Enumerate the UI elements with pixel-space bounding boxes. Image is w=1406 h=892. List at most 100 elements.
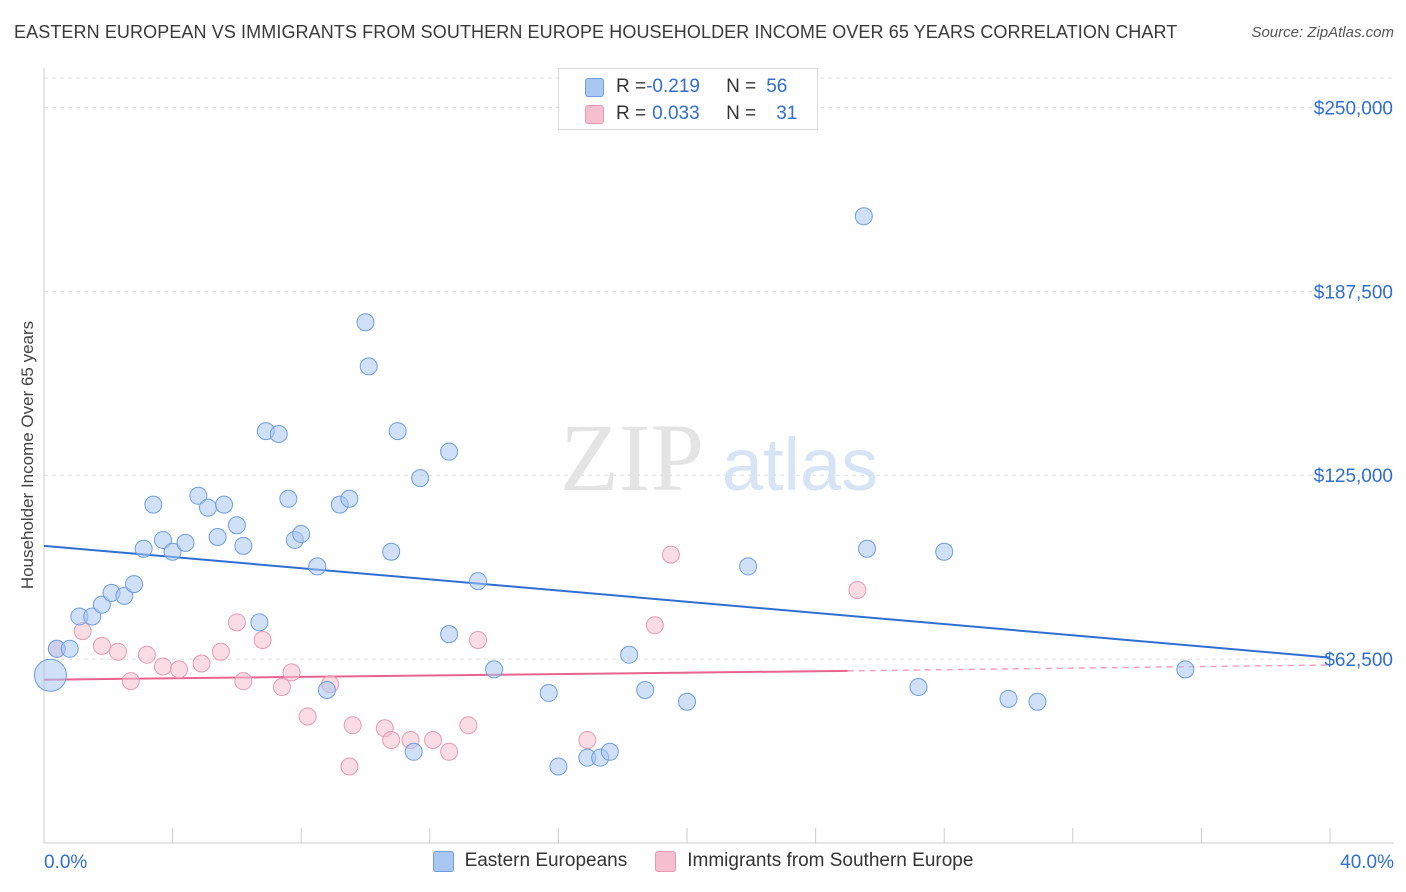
point-eastern-europeans [83, 607, 102, 626]
trend-line-eastern-europeans [43, 544, 1331, 659]
watermark-zip: ZIP [560, 404, 704, 511]
point-eastern-europeans [539, 683, 558, 702]
point-eastern-europeans [1028, 692, 1047, 711]
point-eastern-europeans [600, 742, 619, 761]
point-eastern-europeans [308, 557, 327, 576]
point-southern-europe [578, 731, 597, 750]
point-eastern-europeans [620, 645, 639, 664]
point-southern-europe [661, 545, 680, 564]
point-eastern-europeans [485, 660, 504, 679]
point-southern-europe [153, 657, 172, 676]
point-southern-europe [340, 757, 359, 776]
y-axis-label: Householder Income Over 65 years [18, 320, 37, 590]
point-eastern-europeans [292, 525, 311, 544]
point-eastern-europeans [678, 692, 696, 711]
legend: Eastern Europeans Immigrants from Southe… [0, 850, 1406, 872]
point-eastern-europeans [317, 681, 336, 699]
y-tick-label: $187,500 [1314, 282, 1393, 303]
point-eastern-europeans [858, 539, 877, 558]
point-southern-europe [282, 663, 301, 682]
point-southern-europe [92, 636, 111, 655]
stats-row-southern-europe: R = 0.033 N = 31 [585, 101, 797, 127]
point-eastern-europeans [388, 422, 407, 441]
point-southern-europe [298, 707, 317, 726]
point-southern-europe [469, 630, 488, 649]
axes [43, 68, 1394, 844]
point-southern-europe [121, 672, 140, 691]
y-tick-label: $250,000 [1314, 98, 1393, 119]
watermark: ZIP atlas [560, 404, 878, 511]
point-southern-europe [192, 654, 211, 673]
series-eastern-europeans-points [33, 207, 1195, 776]
point-southern-europe [108, 642, 127, 661]
source-label: Source: ZipAtlas.com [1251, 24, 1394, 41]
r-value: -0.219 [646, 76, 700, 97]
legend-label-southern-europe: Immigrants from Southern Europe [687, 850, 974, 871]
point-southern-europe [234, 672, 253, 691]
point-southern-europe [253, 630, 272, 649]
point-eastern-europeans [440, 625, 459, 644]
legend-swatch-eastern-europeans [432, 850, 454, 872]
point-eastern-europeans [163, 542, 182, 561]
point-eastern-europeans [153, 530, 172, 549]
point-eastern-europeans [739, 557, 758, 576]
y-tick-labels: $62,500 $125,000 $187,500 $250,000 [1314, 98, 1393, 671]
point-eastern-europeans [854, 207, 873, 226]
southern-europe-swatch [585, 104, 604, 124]
point-southern-europe [645, 616, 664, 635]
point-eastern-europeans [92, 595, 111, 614]
x-tick-label-max: 40.0% [1340, 852, 1394, 873]
legend-label-eastern-europeans: Eastern Europeans [464, 850, 628, 871]
legend-swatch-southern-europe [655, 850, 677, 872]
point-eastern-europeans [60, 639, 79, 658]
point-eastern-europeans [935, 542, 954, 561]
point-southern-europe [440, 742, 459, 761]
legend-item-southern-europe[interactable]: Immigrants from Southern Europe [655, 850, 973, 872]
point-eastern-europeans [440, 442, 459, 461]
chart-title: EASTERN EUROPEAN VS IMMIGRANTS FROM SOUT… [14, 22, 1178, 42]
point-eastern-europeans [208, 528, 227, 546]
point-eastern-europeans [999, 689, 1018, 708]
point-eastern-europeans [549, 757, 568, 776]
y-tick-label: $125,000 [1314, 466, 1393, 487]
point-eastern-europeans [411, 469, 430, 488]
gridlines [44, 77, 1394, 660]
stats-box: R = -0.219 N = 56 R = 0.033 N = 31 [558, 68, 818, 130]
trend-line-southern-europe-extension [847, 664, 1331, 672]
point-eastern-europeans [215, 495, 234, 514]
point-eastern-europeans [234, 536, 253, 555]
point-southern-europe [211, 642, 230, 661]
point-southern-europe [424, 731, 443, 750]
n-label: N = [726, 76, 757, 97]
point-eastern-europeans [469, 572, 488, 591]
x-tick-label-min: 0.0% [44, 852, 88, 873]
point-southern-europe [73, 622, 92, 641]
point-southern-europe [382, 731, 401, 750]
point-southern-europe [170, 660, 189, 679]
n-value: 56 [766, 76, 788, 97]
y-tick-label: $62,500 [1324, 650, 1393, 671]
r-label: R = [616, 103, 647, 124]
stats-row-eastern-europeans: R = -0.219 N = 56 [585, 74, 787, 100]
point-southern-europe [848, 580, 867, 599]
eastern-europeans-swatch [585, 77, 604, 97]
trend-lines [43, 544, 1331, 681]
point-eastern-europeans [636, 681, 655, 699]
point-eastern-europeans [404, 742, 423, 761]
point-southern-europe [137, 645, 156, 664]
point-eastern-europeans [269, 425, 288, 444]
n-label: N = [726, 103, 757, 124]
legend-item-eastern-europeans[interactable]: Eastern Europeans [432, 850, 628, 872]
point-eastern-europeans [33, 658, 67, 692]
point-southern-europe [227, 613, 246, 632]
watermark-atlas: atlas [722, 423, 878, 506]
point-eastern-europeans [340, 489, 359, 508]
point-eastern-europeans [144, 495, 163, 514]
point-eastern-europeans [1176, 660, 1195, 679]
point-eastern-europeans [134, 539, 153, 558]
series-southern-europe-points [47, 545, 867, 776]
point-eastern-europeans [115, 586, 134, 605]
point-eastern-europeans [279, 489, 298, 508]
point-eastern-europeans [909, 678, 928, 697]
